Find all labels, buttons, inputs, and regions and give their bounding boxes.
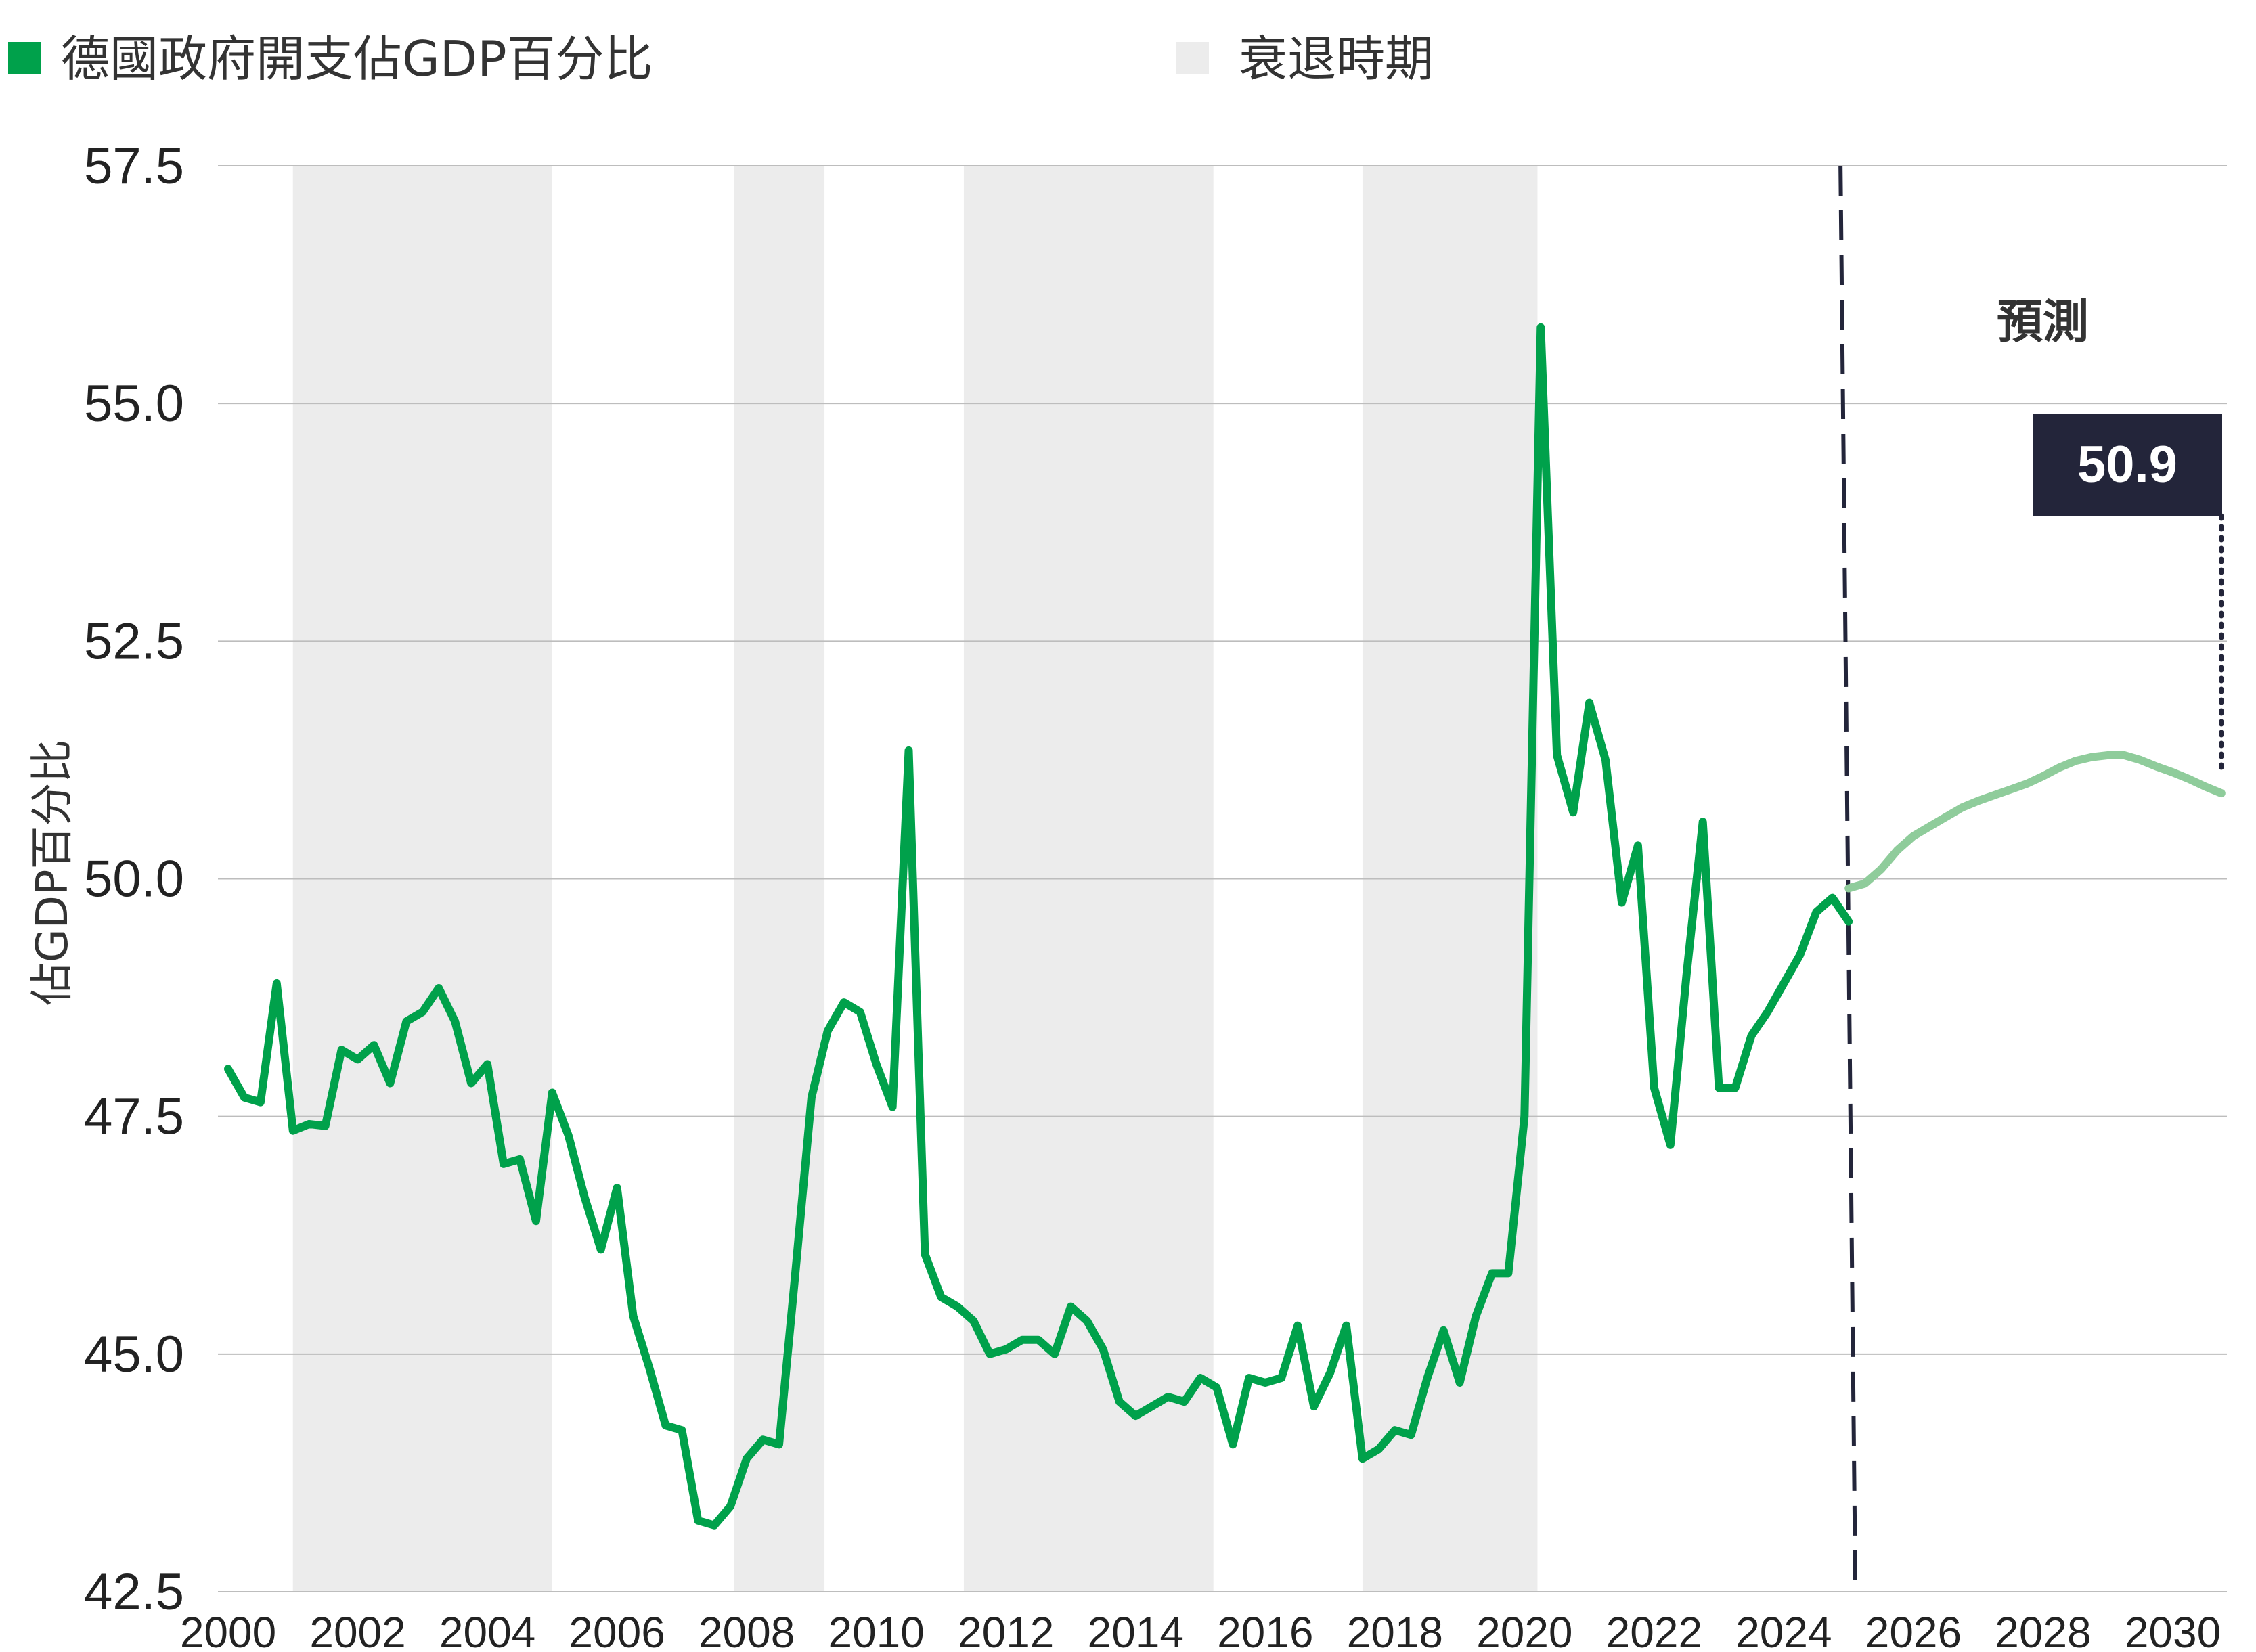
legend-swatch-spending [8,42,41,74]
x-tick-label: 2002 [309,1608,405,1652]
x-tick-label: 2030 [2125,1608,2221,1652]
x-tick-label: 2004 [439,1608,535,1652]
x-tick-label: 2028 [1995,1608,2091,1652]
y-tick-label: 50.0 [84,851,184,908]
legend-label-recession: 衰退時期 [1239,30,1434,87]
y-axis-label: 佔GDP百分比 [28,739,78,1006]
data-lines [224,323,2226,1530]
x-tick-label: 2012 [958,1608,1054,1652]
y-axis-ticks: 42.5 45.0 47.5 50.0 52.5 55.0 57.5 [84,137,184,1621]
x-axis-ticks: 2000 2002 2004 2006 2008 2010 2012 2014 2016 2018… [180,1608,2221,1652]
x-tick-label: 2006 [569,1608,665,1652]
x-tick-label: 2010 [828,1608,924,1652]
y-tick-label: 47.5 [84,1088,184,1146]
x-tick-label: 2024 [1735,1608,1832,1652]
x-tick-label: 2008 [699,1608,795,1652]
y-tick-label: 52.5 [84,612,184,670]
x-tick-label: 2018 [1347,1608,1443,1652]
forecast-label: 預測 [1997,296,2089,349]
gridlines [218,165,2227,1592]
x-tick-label: 2016 [1217,1608,1313,1652]
series-line-actual [224,323,1853,1530]
end-value-badge: 50.9 [2033,414,2222,516]
x-tick-label: 2022 [1606,1608,1702,1652]
y-tick-label: 57.5 [84,137,184,195]
y-tick-label: 55.0 [84,375,184,432]
legend-label-spending: 德國政府開支佔GDP百分比 [61,30,653,87]
forecast-divider-line [1838,165,1858,1592]
x-tick-label: 2000 [180,1608,276,1652]
series-line-forecast [1844,751,2226,893]
x-tick-label: 2020 [1476,1608,1572,1652]
legend-swatch-recession [1176,42,1209,74]
x-tick-label: 2014 [1088,1608,1184,1652]
y-tick-label: 42.5 [84,1563,184,1621]
x-tick-label: 2026 [1865,1608,1962,1652]
forecast-divider [1838,165,1858,1592]
y-tick-label: 45.0 [84,1326,184,1383]
